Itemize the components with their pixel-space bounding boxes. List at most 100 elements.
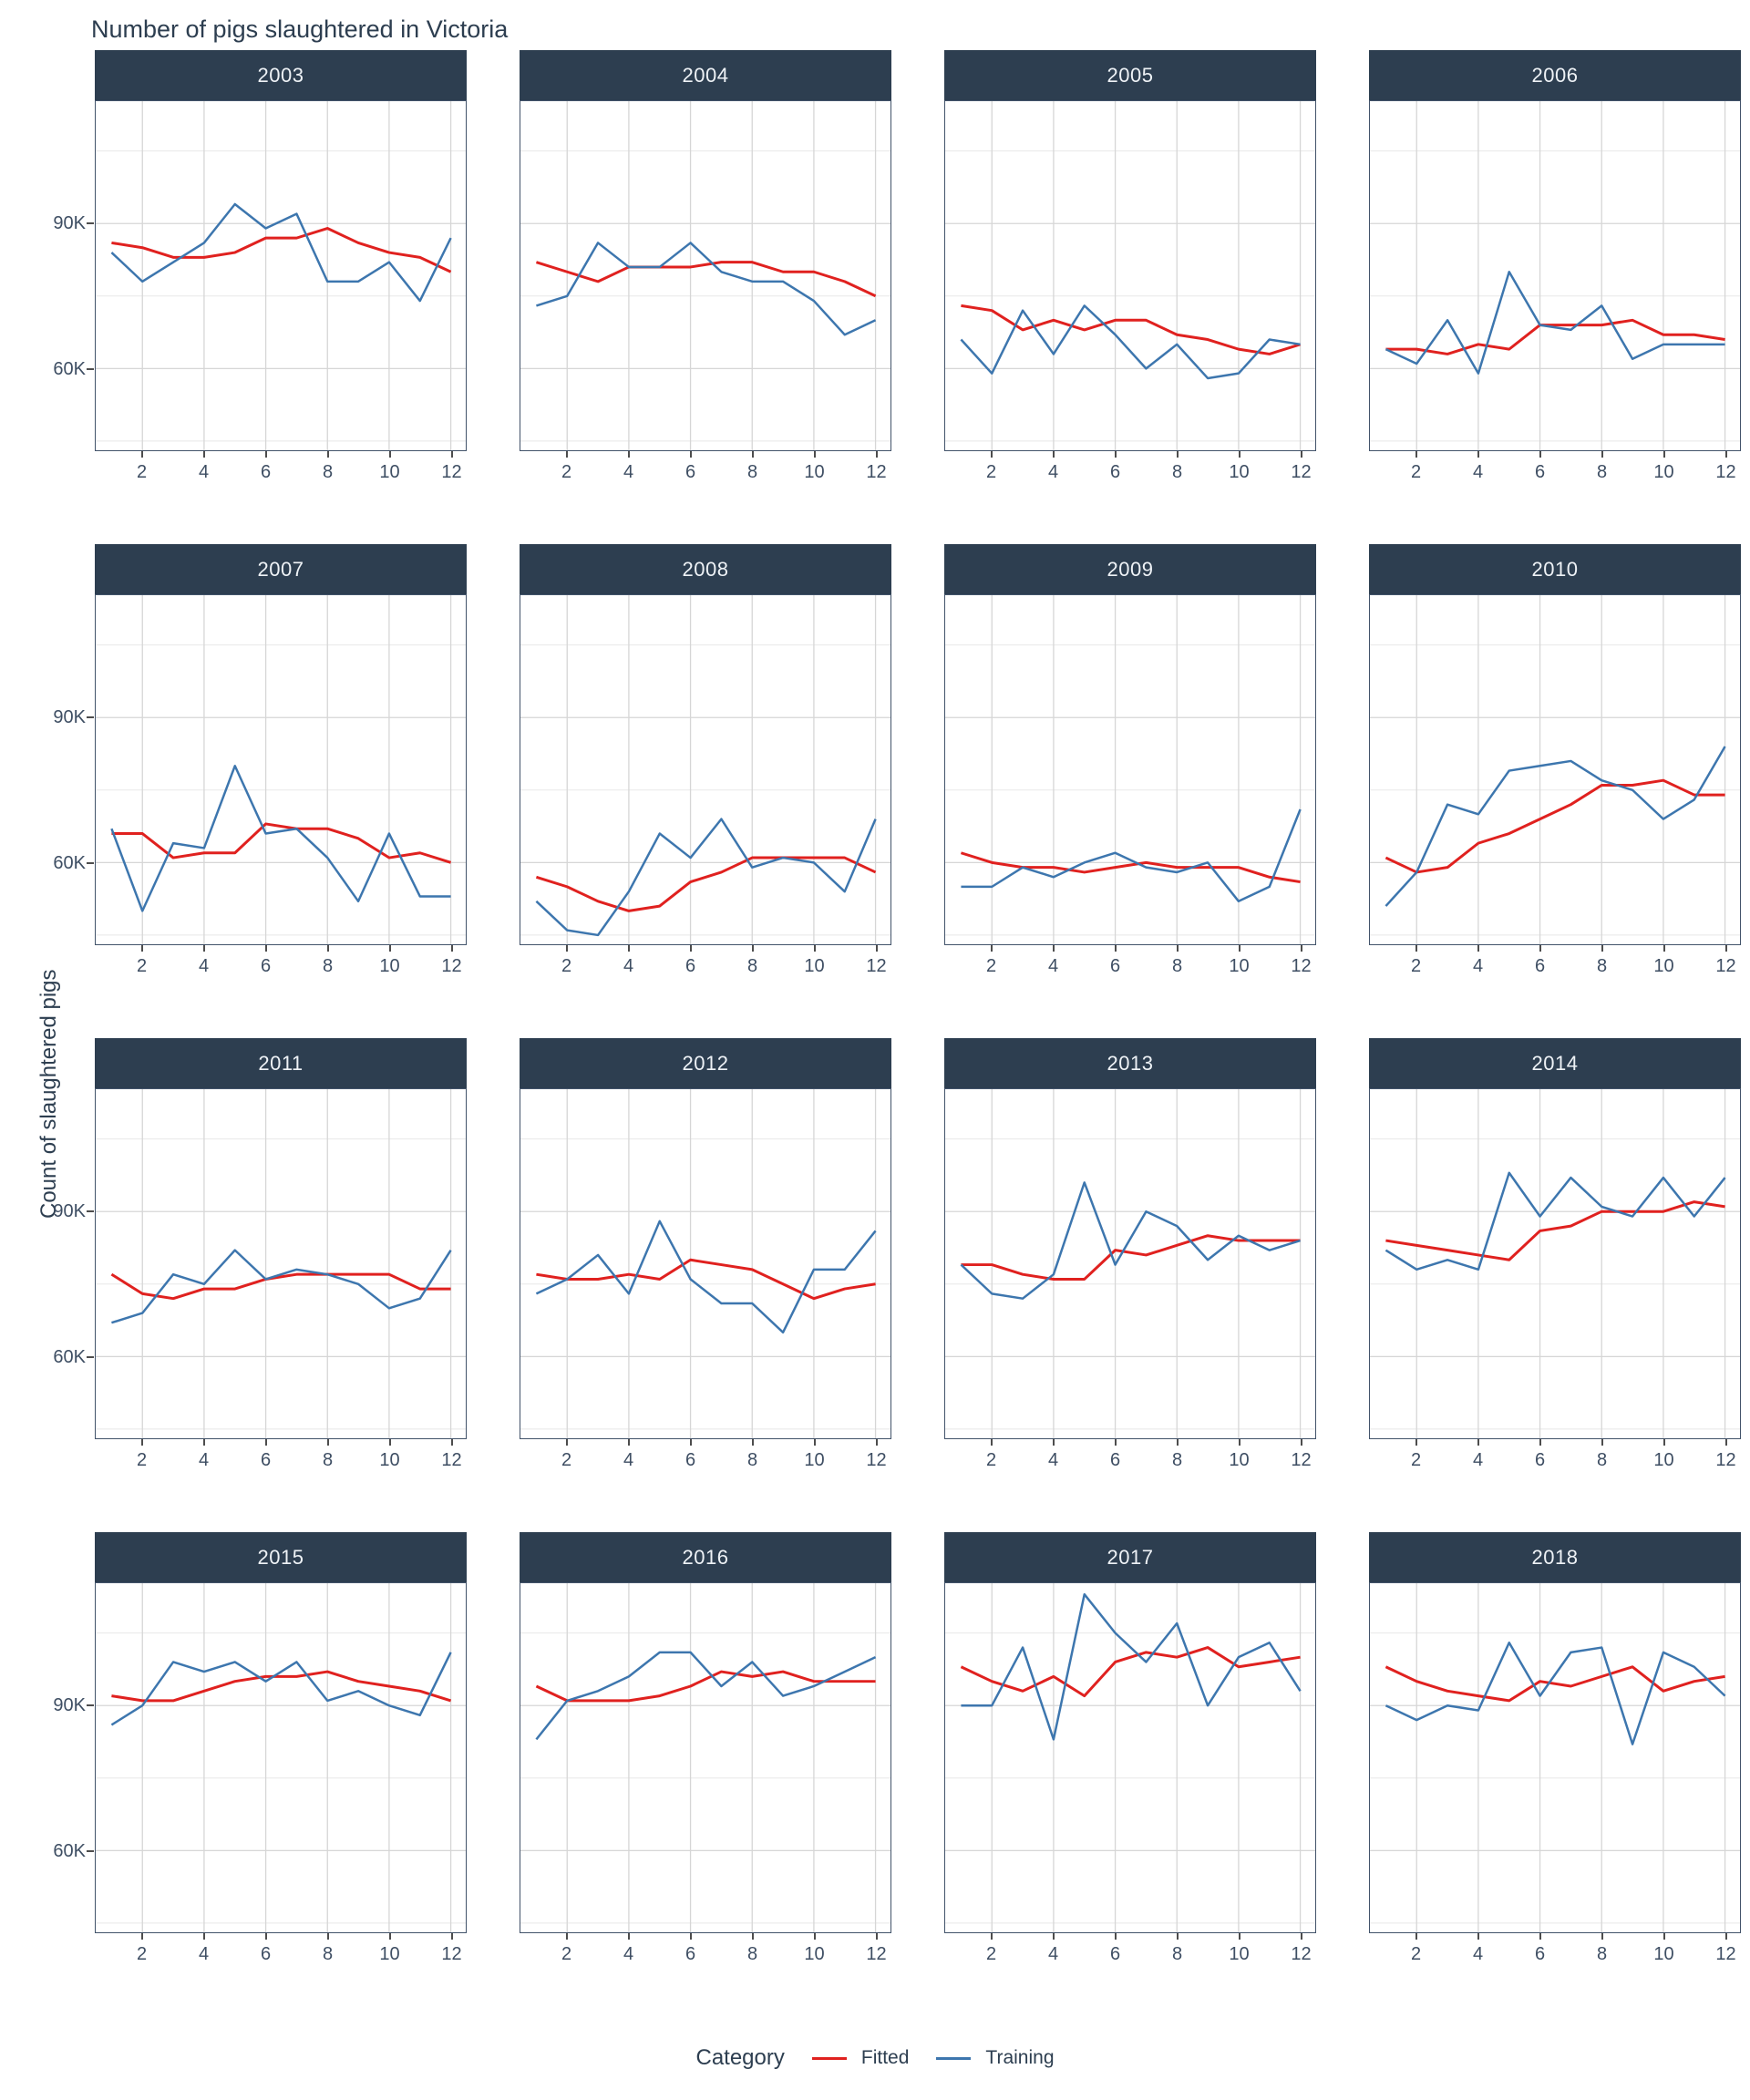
x-tick-label: 6 — [1109, 1944, 1121, 1964]
fitted-line — [535, 1670, 876, 1703]
facet-strip: 2010 — [1369, 544, 1741, 594]
x-tick-label: 10 — [379, 1450, 400, 1470]
x-tick-label: 10 — [1229, 462, 1250, 482]
y-tick-label: 90K — [53, 1694, 86, 1715]
x-tick-mark — [202, 1933, 205, 1940]
x-tick-mark — [1415, 1933, 1417, 1940]
x-axis: 2 4 6 8 10 12 — [95, 1439, 467, 1477]
x-tick-label: 4 — [1472, 1944, 1484, 1964]
x-tick-mark — [388, 1933, 391, 1940]
training-line — [960, 1181, 1301, 1300]
y-tick-label: 60K — [53, 1346, 86, 1367]
training-line — [961, 1592, 1302, 1741]
x-tick-mark — [1724, 451, 1727, 458]
x-tick-label: 6 — [1109, 956, 1121, 976]
x-axis: 2 4 6 8 10 12 — [95, 1933, 467, 1971]
facet-2003: 2003 2 4 6 8 10 12 90K 60K — [53, 50, 467, 482]
x-tick-label: 2 — [1410, 1450, 1422, 1470]
training-line — [111, 1249, 452, 1324]
facet-panel — [944, 100, 1316, 451]
x-tick-label: 4 — [1472, 1450, 1484, 1470]
training-line — [961, 808, 1302, 903]
x-tick-mark — [813, 1933, 816, 1940]
x-tick-label: 12 — [866, 956, 887, 976]
x-tick-label: 2 — [985, 1450, 997, 1470]
y-tick-mark — [87, 1355, 94, 1358]
facet-strip: 2009 — [944, 544, 1316, 594]
facet-strip: 2005 — [944, 50, 1316, 100]
x-tick-label: 10 — [1229, 1944, 1250, 1964]
x-tick-mark — [450, 451, 453, 458]
x-tick-label: 10 — [1653, 1450, 1674, 1470]
training-line — [535, 1651, 877, 1741]
y-tick-label: 60K — [53, 852, 86, 873]
x-tick-label: 12 — [441, 1944, 462, 1964]
facet-strip: 2011 — [95, 1038, 467, 1088]
x-tick-mark — [140, 451, 143, 458]
y-tick-label: 90K — [53, 706, 86, 727]
training-line — [536, 242, 877, 336]
fitted-line — [535, 856, 877, 912]
fitted-line — [111, 227, 452, 273]
facet-panel — [95, 594, 467, 945]
x-tick-label: 2 — [985, 462, 997, 482]
x-tick-label: 4 — [198, 1944, 210, 1964]
x-tick-mark — [264, 1439, 267, 1446]
facet-2008: 2008 2 4 6 8 10 12 — [520, 544, 891, 976]
x-tick-mark — [875, 945, 878, 952]
x-tick-label: 8 — [746, 956, 758, 976]
x-tick-mark — [388, 945, 391, 952]
facet-panel — [95, 1582, 467, 1933]
facet-plot — [96, 595, 466, 944]
x-tick-mark — [1238, 1439, 1240, 1446]
x-tick-mark — [990, 1933, 993, 1940]
x-tick-mark — [1724, 1933, 1727, 1940]
x-tick-label: 8 — [1171, 1450, 1183, 1470]
x-axis: 2 4 6 8 10 12 — [944, 1933, 1316, 1971]
x-tick-label: 8 — [1596, 1450, 1608, 1470]
x-tick-mark — [1477, 451, 1479, 458]
x-tick-label: 8 — [746, 1450, 758, 1470]
x-axis: 2 4 6 8 10 12 — [520, 1439, 891, 1477]
x-tick-label: 4 — [198, 956, 210, 976]
x-tick-mark — [751, 1439, 754, 1446]
x-axis: 2 4 6 8 10 12 — [1369, 945, 1741, 983]
x-tick-mark — [1539, 451, 1541, 458]
facet-strip: 2018 — [1369, 1532, 1741, 1582]
x-tick-mark — [1114, 1439, 1117, 1446]
x-tick-label: 6 — [1534, 1944, 1546, 1964]
fitted-line — [960, 1646, 1301, 1698]
x-tick-mark — [1052, 451, 1055, 458]
x-tick-label: 10 — [1653, 462, 1674, 482]
x-tick-label: 8 — [1596, 1944, 1608, 1964]
x-tick-label: 12 — [1291, 1944, 1312, 1964]
training-line — [110, 202, 452, 303]
fitted-line — [1385, 1200, 1725, 1261]
facet-2010: 2010 2 4 6 8 10 12 — [1369, 544, 1741, 976]
x-tick-mark — [1724, 945, 1727, 952]
x-axis: 2 4 6 8 10 12 — [520, 945, 891, 983]
x-tick-label: 2 — [1410, 1944, 1422, 1964]
facet-plot — [945, 101, 1315, 450]
x-tick-mark — [264, 945, 267, 952]
x-tick-mark — [751, 1933, 754, 1940]
facet-panel — [520, 100, 891, 451]
facet-plot — [520, 1089, 890, 1438]
facet-plot — [1370, 595, 1740, 944]
x-tick-mark — [1238, 945, 1240, 952]
x-tick-label: 12 — [441, 462, 462, 482]
x-tick-mark — [388, 451, 391, 458]
x-tick-label: 4 — [198, 462, 210, 482]
x-tick-label: 6 — [685, 956, 696, 976]
x-tick-label: 12 — [1715, 1944, 1736, 1964]
x-tick-label: 4 — [623, 462, 634, 482]
x-tick-mark — [264, 1933, 267, 1940]
x-tick-mark — [388, 1439, 391, 1446]
facet-2013: 2013 2 4 6 8 10 12 — [944, 1038, 1316, 1470]
x-tick-mark — [689, 1439, 692, 1446]
facet-plot — [945, 1089, 1315, 1438]
y-tick-label: 90K — [53, 212, 86, 233]
legend-swatch-training — [936, 2056, 972, 2060]
legend-title: Category — [695, 2045, 785, 2070]
x-tick-mark — [1415, 451, 1417, 458]
